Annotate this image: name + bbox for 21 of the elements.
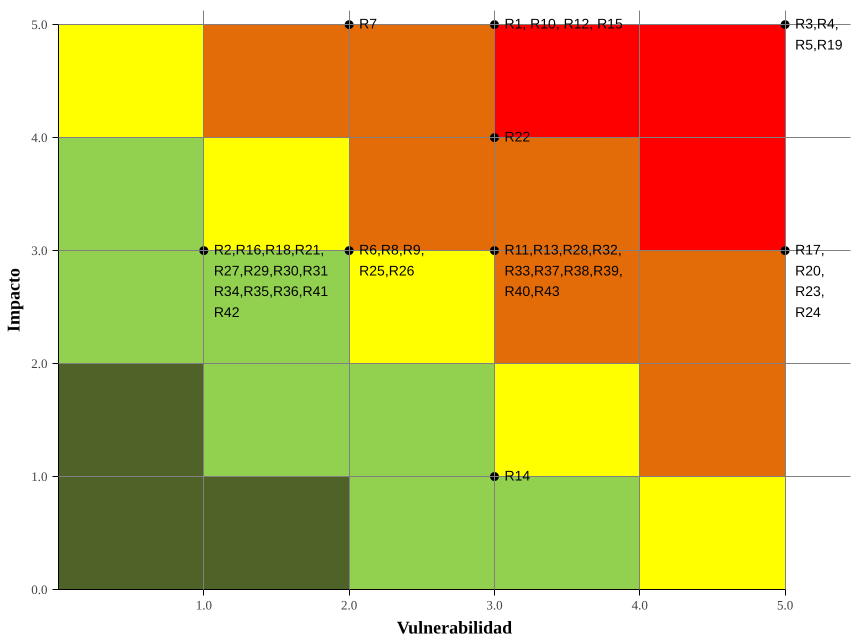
annotation: R17, R20, R23, R24 [795,242,825,320]
annotation: R2,R16,R18,R21, R27,R29,R30,R31 R34,R35,R36,R41 R42 [214,242,328,320]
y-tick-label: 2.0 [31,356,48,372]
x-tick-label: 5.0 [776,598,794,612]
x-tick-label: 4.0 [632,598,648,612]
y-tick-label: 3.0 [31,243,48,258]
y-axis-title: Impacto [3,268,24,332]
x-tick-label: 3.0 [486,598,503,612]
y-tick-label: 4.0 [31,130,48,146]
x-axis-title: Vulnerabilidad [396,618,512,638]
y-tick-label: 5.0 [31,17,48,32]
annotation: R22 [504,128,530,145]
y-tick-label: 1.0 [31,469,48,484]
x-tick-label: 1.0 [196,598,212,612]
x-tick-label: 2.0 [341,598,358,612]
bar [58,24,204,138]
y-tick-label: 0.0 [31,582,48,597]
annotation: R3,R4, R5,R19 [795,16,843,52]
annotation: R11,R13,R28,R32, R33,R37,R38,R39, R40,R43 [504,242,623,300]
bar [640,476,786,590]
annotation: R14 [504,468,530,484]
